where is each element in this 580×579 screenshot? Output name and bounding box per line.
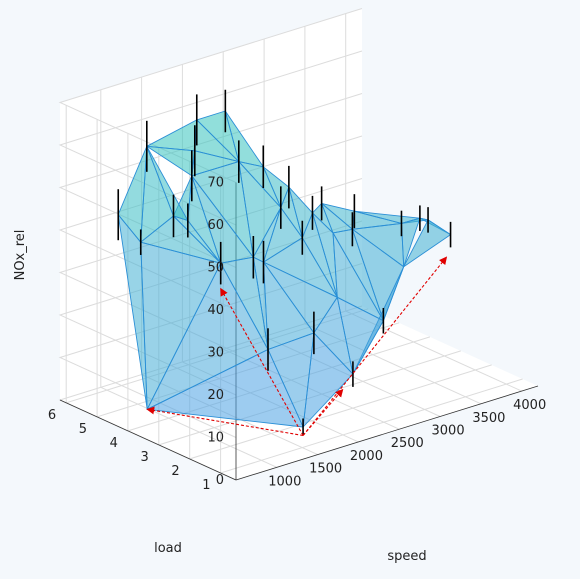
z-axis-label: NOx_rel (13, 230, 28, 281)
x-tick-label: 1500 (309, 462, 342, 477)
y-tick-label: 2 (171, 464, 179, 479)
tick-labels: 0 10 20 30 40 50 60 70 1000 1500 2000 2500 3000 3500 4… (48, 176, 546, 493)
surface-facet (146, 145, 196, 177)
annotation-arrow (220, 287, 304, 436)
y-tick-label: 4 (110, 436, 118, 451)
z-tick-label: 10 (207, 431, 224, 446)
surface-facet (146, 349, 304, 428)
grid-line-z (58, 50, 363, 226)
x-tick-label: 3500 (472, 411, 505, 426)
x-tick-label: 4000 (513, 398, 546, 413)
y-tick-label: 5 (79, 422, 87, 437)
axis-line (235, 385, 539, 481)
x-tick-label: 1000 (268, 474, 301, 489)
z-tick-label: 70 (207, 176, 224, 191)
x-tick-label: 3000 (432, 423, 465, 438)
z-tick-label: 20 (207, 388, 224, 403)
x-tick-label: 2000 (350, 449, 383, 464)
z-tick-label: 30 (207, 346, 224, 361)
annotation-arrows (146, 256, 448, 437)
z-tick-label: 0 (216, 473, 224, 488)
x-axis-label: speed (387, 549, 426, 564)
z-tick-label: 40 (207, 303, 224, 318)
surface-facet (403, 219, 452, 268)
z-tick-label: 50 (207, 261, 224, 276)
y-tick-label: 3 (141, 450, 149, 465)
annotation-arrow (146, 406, 304, 437)
y-tick-label: 6 (48, 408, 56, 423)
x-tick-label: 2500 (391, 436, 424, 451)
surface-mesh (117, 110, 452, 428)
axis-line (59, 399, 237, 481)
surface-facet (173, 215, 222, 264)
y-tick-label: 1 (202, 478, 210, 493)
annotation-arrow (302, 256, 448, 436)
z-tick-label: 60 (207, 218, 224, 233)
y-axis-label: load (154, 541, 182, 556)
error-bars (117, 89, 452, 436)
